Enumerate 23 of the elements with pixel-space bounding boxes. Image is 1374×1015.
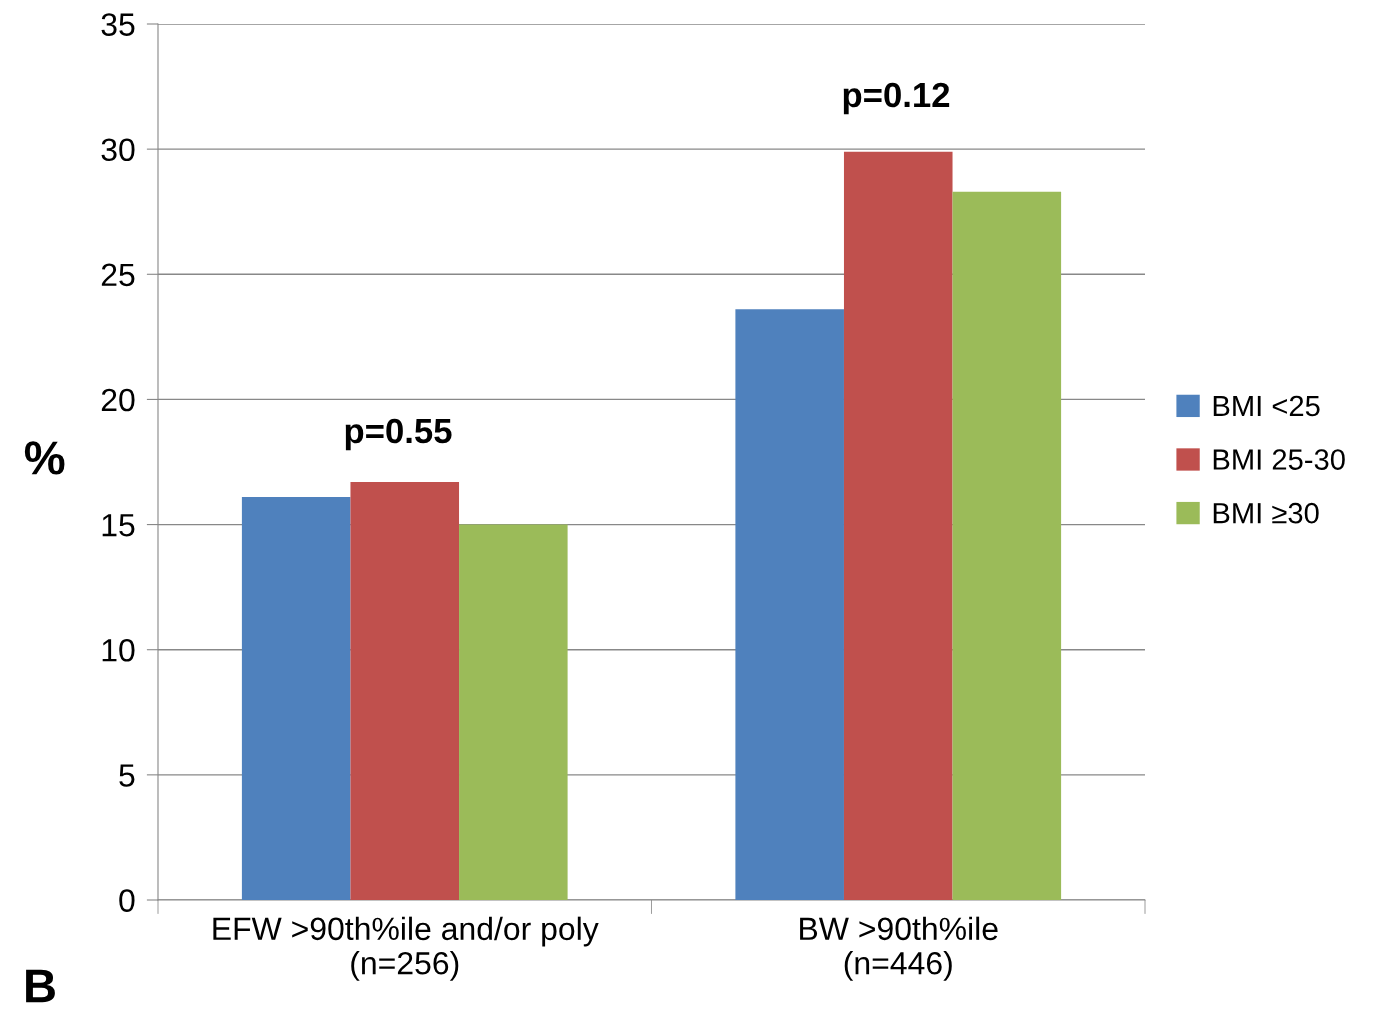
annotation: p=0.12 bbox=[843, 82, 950, 115]
legend-label: BMI <25 bbox=[1213, 395, 1320, 417]
x-tick-label: EFW >90th%ile and/or poly (n=256) bbox=[213, 916, 599, 981]
y-tick-label: 20 bbox=[101, 388, 135, 412]
y-tick-label: 0 bbox=[119, 889, 135, 912]
y-tick-label: 5 bbox=[119, 764, 135, 787]
bar bbox=[735, 309, 844, 900]
y-tick-label: 30 bbox=[101, 138, 135, 162]
y-tick-label: 25 bbox=[101, 263, 135, 287]
bar bbox=[459, 524, 568, 900]
bar bbox=[952, 191, 1062, 900]
bar bbox=[350, 482, 460, 900]
y-tick-label: 10 bbox=[102, 638, 135, 662]
y-tick-label: 35 bbox=[101, 13, 135, 36]
annotation: p=0.55 bbox=[345, 418, 452, 451]
y-tick-label: 15 bbox=[102, 514, 135, 537]
legend-label: BMI 25-30 bbox=[1213, 449, 1345, 470]
legend-label: BMI ≥30 bbox=[1213, 502, 1319, 524]
bar bbox=[843, 151, 953, 900]
y-axis-title: % bbox=[24, 441, 65, 475]
text: B bbox=[26, 969, 55, 1003]
bar bbox=[241, 497, 351, 900]
x-tick-label: BW >90th%ile (n=446) bbox=[800, 916, 998, 981]
